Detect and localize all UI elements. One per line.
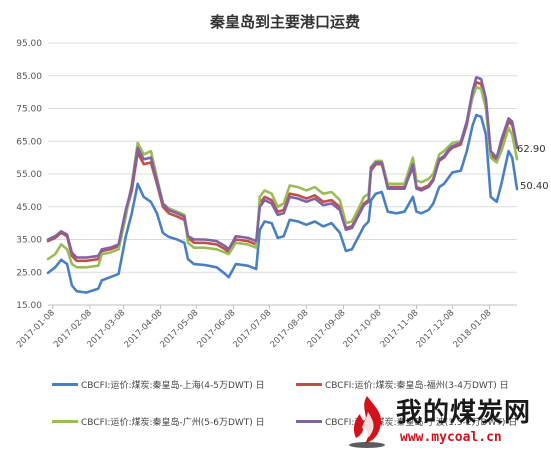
x-tick-label: 2017-10-08 (342, 308, 384, 350)
legend-item-guangzhou: CBCFI:运价:煤炭:秦皇岛-广州(5-6万DWT) 日 (52, 415, 265, 428)
y-tick-label: 65.00 (16, 137, 42, 147)
legend-item-ningbo: CBCFI:运价:煤炭:秦皇岛-宁波(1.5-2万DWT) 日 (296, 415, 517, 428)
y-tick-label: 75.00 (16, 105, 42, 115)
x-tick-label: 2017-08-08 (269, 308, 311, 350)
y-axis-ticks: 15.00 25.00 35.00 45.00 55.00 65.00 75.00 85.00… (16, 39, 42, 311)
y-tick-label: 95.00 (16, 39, 42, 49)
y-tick-label: 45.00 (16, 203, 42, 213)
legend-label-fuzhou: CBCFI:运价:煤炭:秦皇岛-福州(3-4万DWT) 日 (325, 381, 509, 391)
legend-swatch-blue (52, 383, 78, 386)
y-tick-label: 35.00 (16, 236, 42, 246)
end-label-upper: 62.90 (517, 144, 546, 155)
y-tick-label: 55.00 (16, 170, 42, 180)
x-tick-label: 2017-07-08 (231, 308, 273, 350)
end-label-lower: 50.40 (520, 181, 549, 192)
legend-swatch-red (296, 383, 322, 386)
legend-swatch-purple (296, 420, 322, 423)
flame-logo-icon (349, 396, 385, 448)
legend-label-guangzhou: CBCFI:运价:煤炭:秦皇岛-广州(5-6万DWT) 日 (81, 418, 265, 428)
legend-label-shanghai: CBCFI:运价:煤炭:秦皇岛-上海(4-5万DWT) 日 (81, 381, 265, 391)
y-tick-label: 85.00 (16, 72, 42, 82)
gridlines (48, 42, 517, 306)
series-line-2 (46, 81, 519, 263)
legend-item-shanghai: CBCFI:运价:煤炭:秦皇岛-上海(4-5万DWT) 日 (52, 378, 265, 391)
watermark-title: 我的煤炭网 (396, 398, 532, 428)
x-tick-label: 2017-12-08 (415, 308, 457, 350)
line-chart: 秦皇岛到主要港口运费 15.00 25.00 35.00 45.00 55.00 65.0… (15, 13, 549, 350)
x-tick-label: 2017-05-08 (158, 308, 200, 350)
x-tick-label: 2017-01-08 (15, 308, 57, 350)
x-tick-label: 2018-01-08 (452, 308, 494, 350)
legend-label-ningbo: CBCFI:运价:煤炭:秦皇岛-宁波(1.5-2万DWT) 日 (325, 418, 518, 428)
y-tick-label: 25.00 (16, 268, 42, 278)
watermark-url: www.mycoal.cn (400, 430, 502, 445)
x-axis-ticks: 2017-01-082017-02-082017-03-082017-04-08… (15, 305, 494, 350)
chart-title: 秦皇岛到主要港口运费 (209, 13, 360, 31)
series-line-1 (46, 113, 519, 294)
site-watermark: 我的煤炭网 www.mycoal.cn (338, 392, 548, 454)
series-line-4 (46, 76, 519, 259)
legend: CBCFI:运价:煤炭:秦皇岛-上海(4-5万DWT) 日 CBCFI:运价:煤… (0, 365, 551, 458)
series-lines (46, 76, 519, 294)
y-tick-label: 15.00 (16, 301, 42, 311)
legend-swatch-green (52, 420, 78, 423)
legend-item-fuzhou: CBCFI:运价:煤炭:秦皇岛-福州(3-4万DWT) 日 (296, 378, 509, 391)
